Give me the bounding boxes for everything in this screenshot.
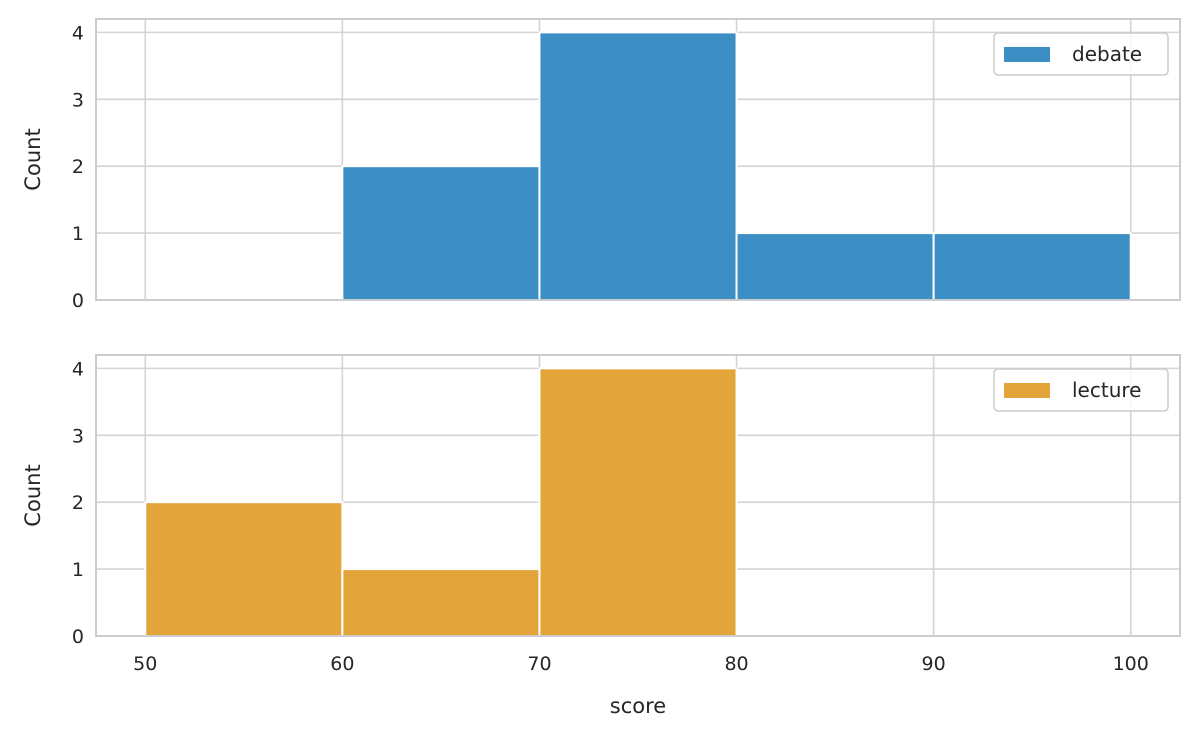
- legend-label: lecture: [1072, 378, 1141, 402]
- legend: debate: [993, 32, 1169, 76]
- y-tick-label: 1: [72, 223, 84, 245]
- x-tick-label: 50: [133, 653, 157, 675]
- x-tick-label: 80: [724, 653, 748, 675]
- panel-debate: 0 1 2 3 4 Count debate: [21, 18, 1181, 312]
- x-tick-label: 90: [922, 653, 946, 675]
- legend-box: [993, 32, 1169, 76]
- x-tick-label: 70: [527, 653, 551, 675]
- axes-frame: [95, 18, 1181, 301]
- legend-swatch: [1004, 47, 1050, 62]
- y-tick-label: 3: [72, 89, 84, 111]
- x-axis-label: score: [610, 694, 666, 718]
- y-tick-label: 0: [72, 626, 84, 648]
- histogram-bar: [341, 165, 541, 301]
- panel-lecture: 0 1 2 3 4 Count lecture: [21, 354, 1181, 648]
- y-tick-label: 3: [72, 425, 84, 447]
- y-tick-label: 0: [72, 290, 84, 312]
- legend-swatch: [1004, 383, 1050, 398]
- y-tick-label: 4: [72, 22, 84, 44]
- x-tick-label: 60: [330, 653, 354, 675]
- y-axis-label: Count: [21, 128, 45, 190]
- histogram-bar: [932, 232, 1132, 302]
- histogram-bar: [735, 232, 935, 302]
- y-tick-label: 4: [72, 358, 84, 380]
- legend-box: [993, 368, 1169, 412]
- x-tick-label: 100: [1113, 653, 1149, 675]
- histogram-bar: [341, 568, 541, 637]
- histogram-bar: [538, 367, 738, 637]
- histogram-bar: [538, 31, 738, 301]
- y-tick-label: 2: [72, 156, 84, 178]
- axes-frame: [95, 354, 1181, 637]
- y-axis-label: Count: [21, 464, 45, 526]
- y-tick-label: 1: [72, 559, 84, 581]
- legend-label: debate: [1072, 42, 1142, 66]
- y-tick-label: 2: [72, 492, 84, 514]
- legend: lecture: [993, 368, 1169, 412]
- histogram-bar: [144, 501, 344, 638]
